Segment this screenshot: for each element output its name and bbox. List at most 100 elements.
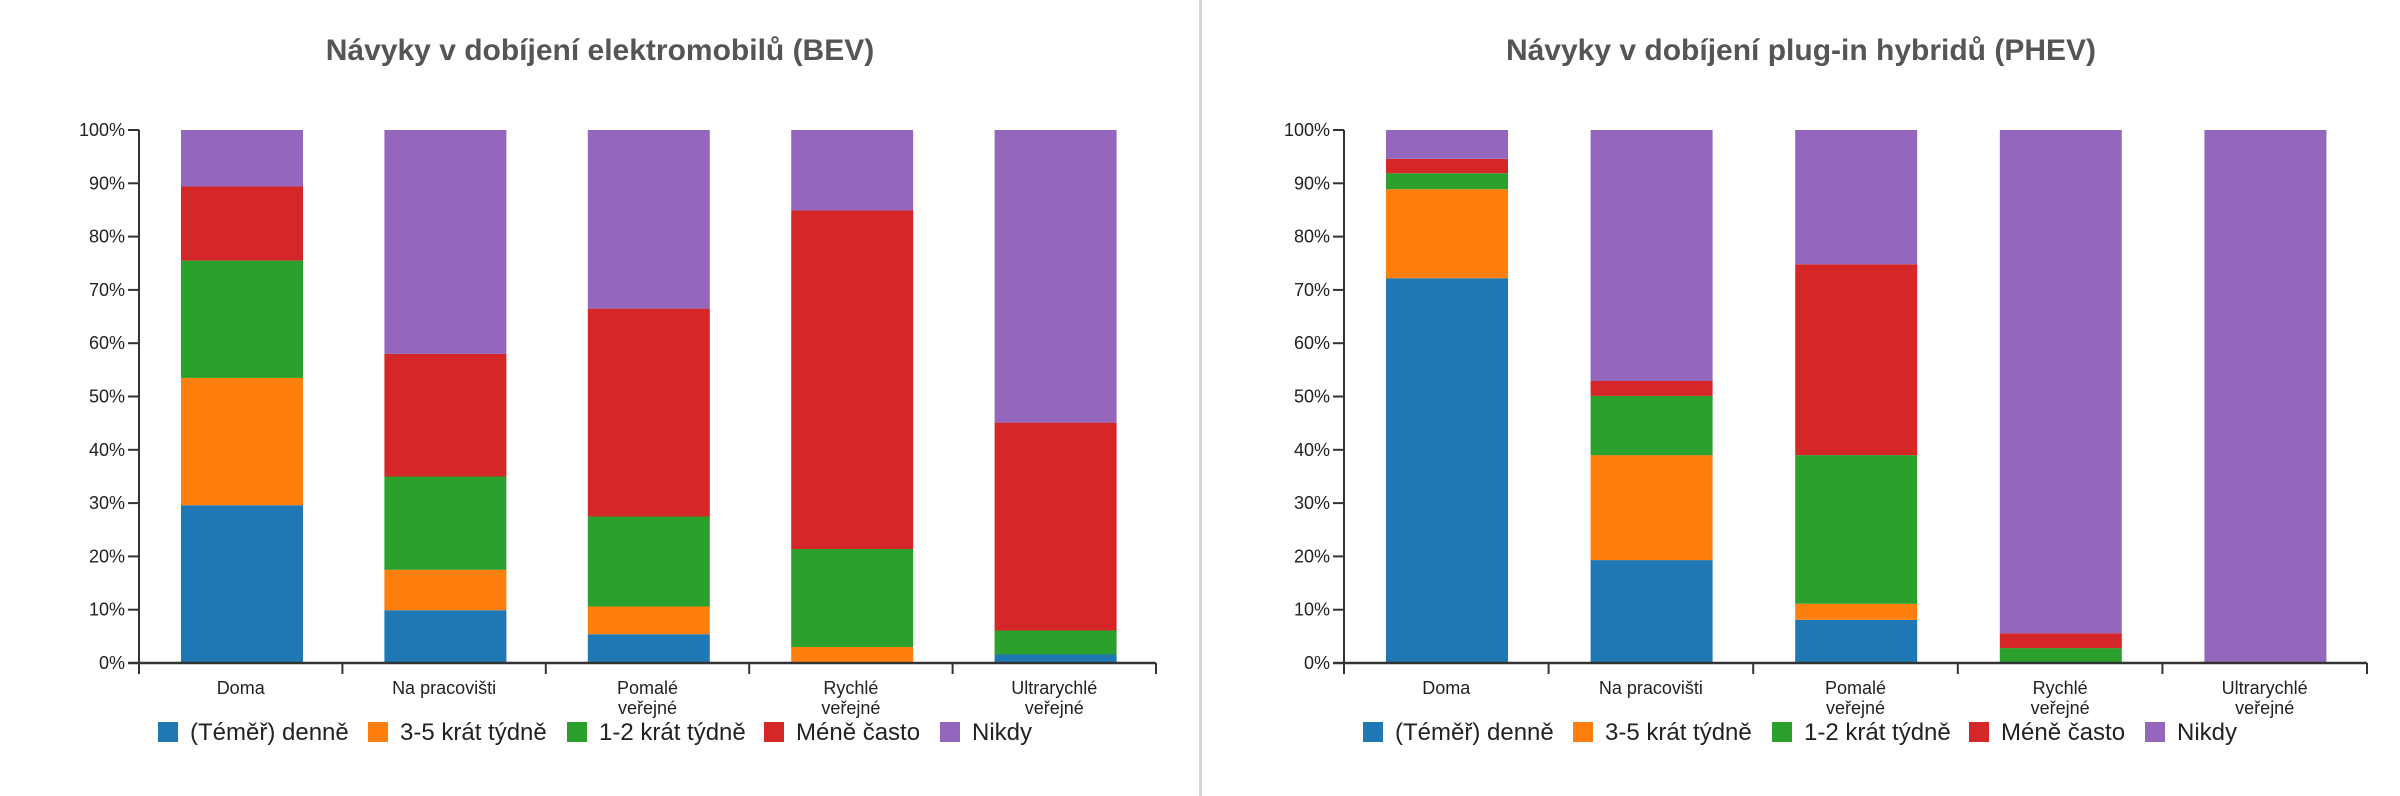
- y-tick-label: 20%: [1294, 546, 1330, 566]
- y-tick-label: 30%: [89, 493, 125, 513]
- legend-label: 1-2 krát týdně: [599, 719, 746, 746]
- legend-item: Nikdy: [2145, 719, 2237, 746]
- bar-segment: [1795, 264, 1918, 456]
- bar-segment: [1386, 158, 1508, 174]
- y-tick-label: 90%: [1294, 173, 1330, 193]
- y-tick-label: 80%: [89, 227, 125, 247]
- bar-segment: [384, 476, 507, 570]
- x-category-label: veřejné: [1025, 698, 1084, 718]
- bar-segment: [181, 186, 303, 261]
- y-tick-label: 0%: [99, 653, 125, 673]
- y-tick-label: 70%: [89, 280, 125, 300]
- y-tick-label: 20%: [89, 546, 125, 566]
- x-axis: Doma Na pracovišti PomaléveřejnéRychléveře…: [1333, 661, 2368, 718]
- bar-segment: [1795, 455, 1918, 604]
- legend-swatch-icon: [1772, 722, 1792, 742]
- bar-segment: [1386, 189, 1508, 279]
- y-tick-label: 40%: [1294, 440, 1330, 460]
- legend-label: Méně často: [2001, 719, 2125, 746]
- bar-stack: [1386, 130, 1508, 663]
- y-tick-label: 30%: [1294, 493, 1330, 513]
- panel-divider: [1199, 0, 1202, 796]
- phev-chart-title: Návyky v dobíjení plug-in hybridů (PHEV): [1505, 34, 2097, 67]
- bar-segment: [994, 630, 1117, 655]
- bar-segment: [994, 422, 1117, 631]
- x-category-label: Pomalé: [617, 678, 678, 698]
- x-category-label: Pomalé: [1825, 678, 1886, 698]
- bar-stack: [1999, 130, 2122, 663]
- legend-label: (Téměř) denně: [190, 719, 349, 746]
- legend-item: (Téměř) denně: [1363, 719, 1554, 746]
- legend-item: 3-5 krát týdně: [1573, 719, 1752, 746]
- y-tick-label: 10%: [89, 600, 125, 620]
- bar-segment: [587, 606, 710, 635]
- bar-segment: [587, 634, 710, 663]
- bar-segment: [994, 654, 1117, 663]
- phev-stacked-bar-chart: 0% 10% 20% 30% 40% 50% 60% 70% 80% 90% 100% Doma Na …: [1284, 120, 2368, 746]
- y-tick-label: 10%: [1294, 600, 1330, 620]
- bar-segment: [587, 130, 710, 309]
- x-category-label: Rychlé: [823, 678, 878, 698]
- x-category-label: veřejné: [821, 698, 880, 718]
- bev-stacked-bar-chart: 0% 10% 20% 30% 40% 50% 60% 70% 80% 90% 100% Doma Na …: [79, 120, 1157, 746]
- bar-segment: [1999, 633, 2122, 649]
- y-tick-label: 40%: [89, 440, 125, 460]
- y-tick-label: 60%: [89, 333, 125, 353]
- legend-swatch-icon: [940, 722, 960, 742]
- y-tick-label: 50%: [89, 387, 125, 407]
- legend-swatch-icon: [567, 722, 587, 742]
- legend-label: Nikdy: [2177, 719, 2237, 746]
- bar-segment: [384, 569, 507, 611]
- bar-segment: [1999, 648, 2122, 663]
- y-tick-label: 90%: [89, 173, 125, 193]
- legend: (Téměř) denně 3-5 krát týdně 1-2 krát týdn…: [158, 719, 1032, 746]
- x-category-label: Rychlé: [2033, 678, 2088, 698]
- legend-swatch-icon: [1573, 722, 1593, 742]
- bar-stack: [994, 130, 1117, 663]
- bar-segment: [1795, 130, 1918, 265]
- bar-segment: [1386, 130, 1508, 159]
- bar-segment: [384, 610, 507, 663]
- bar-stack: [181, 130, 303, 663]
- legend-item: 3-5 krát týdně: [368, 719, 547, 746]
- legend-item: 1-2 krát týdně: [567, 719, 746, 746]
- legend-label: 3-5 krát týdně: [1605, 719, 1752, 746]
- bar-stack: [1795, 130, 1918, 663]
- bar-segment: [791, 548, 914, 647]
- x-category-label: Na pracovišti: [392, 678, 496, 698]
- legend-item: Nikdy: [940, 719, 1032, 746]
- bar-segment: [181, 260, 303, 378]
- legend-item: Méně často: [764, 719, 920, 746]
- x-category-label: Ultrarychlé: [1011, 678, 1097, 698]
- y-tick-label: 70%: [1294, 280, 1330, 300]
- legend-label: Méně často: [796, 719, 920, 746]
- x-category-label: Ultrarychlé: [2222, 678, 2308, 698]
- bar-segment: [2204, 130, 2327, 663]
- legend-swatch-icon: [1969, 722, 1989, 742]
- bar-segment: [181, 377, 303, 506]
- y-tick-label: 50%: [1294, 387, 1330, 407]
- bar-segment: [384, 130, 507, 354]
- legend: (Téměř) denně 3-5 krát týdně 1-2 krát týdn…: [1363, 719, 2237, 746]
- x-category-label: Doma: [217, 678, 266, 698]
- bar-segment: [791, 647, 914, 663]
- bar-stack: [2204, 130, 2327, 663]
- x-category-label: veřejné: [2031, 698, 2090, 718]
- bar-segment: [587, 516, 710, 607]
- legend-swatch-icon: [2145, 722, 2165, 742]
- bar-segment: [1590, 130, 1713, 381]
- x-category-label: veřejné: [618, 698, 677, 718]
- bar-segment: [1999, 130, 2122, 634]
- x-axis: Doma Na pracovišti PomaléveřejnéRychléveře…: [128, 661, 1157, 718]
- bar-segment: [1386, 173, 1508, 190]
- bar-stack: [1590, 130, 1713, 663]
- bev-chart-title: Návyky v dobíjení elektromobilů (BEV): [325, 34, 875, 67]
- y-tick-label: 100%: [79, 120, 125, 140]
- y-tick-label: 100%: [1284, 120, 1330, 140]
- y-tick-label: 80%: [1294, 227, 1330, 247]
- x-category-label: veřejné: [1826, 698, 1885, 718]
- legend-swatch-icon: [158, 722, 178, 742]
- legend-label: Nikdy: [972, 719, 1032, 746]
- bar-stack: [587, 130, 710, 663]
- y-tick-label: 0%: [1304, 653, 1330, 673]
